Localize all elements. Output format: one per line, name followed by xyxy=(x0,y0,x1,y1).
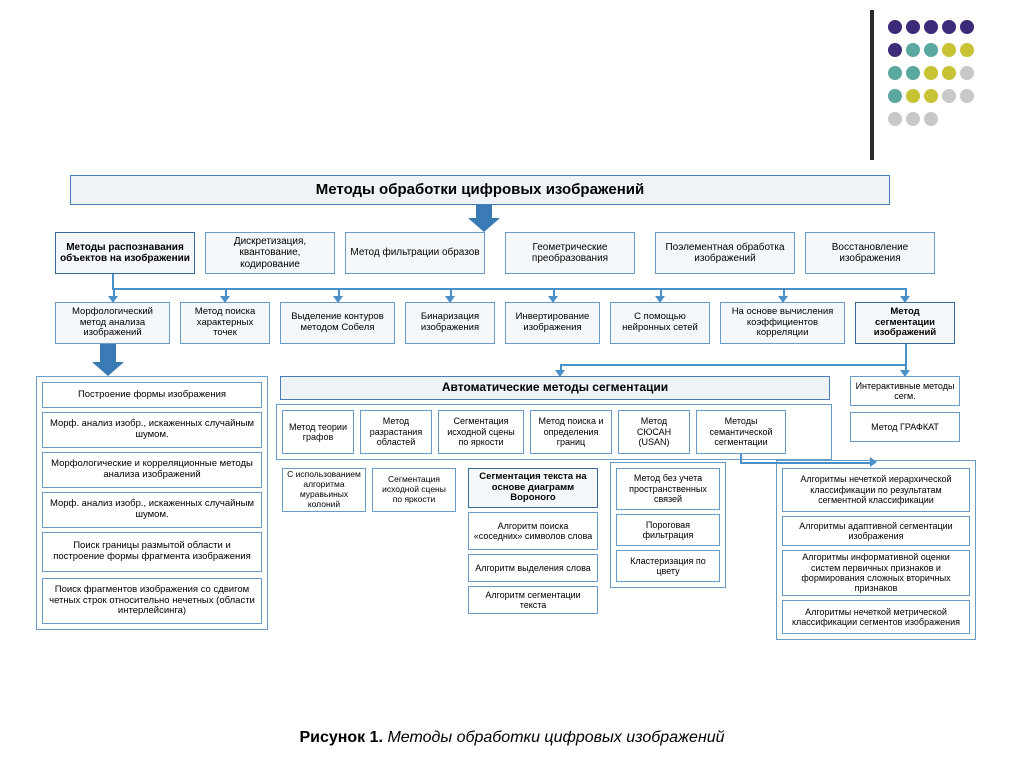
row2-box-0: Морфологический метод анализа изображени… xyxy=(55,302,170,344)
row1-box-5: Восстановление изображения xyxy=(805,232,935,274)
row1-box-3: Геометрические преобразования xyxy=(505,232,635,274)
voronoi-title: Сегментация текста на основе диаграмм Во… xyxy=(468,468,598,508)
sub-left-box-1: Сегментация исходной сцены по яркости xyxy=(372,468,456,512)
diagram-title: Методы обработки цифровых изображений xyxy=(70,175,890,205)
figure-caption: Рисунок 1. Методы обработки цифровых изо… xyxy=(0,729,1024,747)
voronoi-item-2: Алгоритм сегментации текста xyxy=(468,586,598,614)
caption-label: Рисунок 1. xyxy=(299,729,383,746)
row2-box-1: Метод поиска характерных точек xyxy=(180,302,270,344)
row2-box-5: С помощью нейронных сетей xyxy=(610,302,710,344)
caption-text: Методы обработки цифровых изображений xyxy=(387,729,724,746)
decorative-dots xyxy=(886,18,976,133)
auto-methods-title: Автоматические методы сегментации xyxy=(280,376,830,400)
row1-box-2: Метод фильтрации образов xyxy=(345,232,485,274)
row1-box-4: Поэлементная обработка изображений xyxy=(655,232,795,274)
sub-left-box-0: С использованием алгоритма муравьиных ко… xyxy=(282,468,366,512)
row2-box-3: Бинаризация изображения xyxy=(405,302,495,344)
row2-box-2: Выделение контуров методом Собеля xyxy=(280,302,395,344)
decorative-bar xyxy=(870,10,874,160)
row1-box-1: Дискретизация, квантование, кодирование xyxy=(205,232,335,274)
voronoi-item-1: Алгоритм выделения слова xyxy=(468,554,598,582)
voronoi-item-0: Алгоритм поиска «соседних» символов слов… xyxy=(468,512,598,550)
row1-box-0: Методы распознавания объектов на изображ… xyxy=(55,232,195,274)
row2-box-4: Инвертирование изображения xyxy=(505,302,600,344)
row2-box-6: На основе вычисления коэффициентов корре… xyxy=(720,302,845,344)
right-top-box-0: Интерактивные методы сегм. xyxy=(850,376,960,406)
row2-box-7: Метод сегментации изображений xyxy=(855,302,955,344)
right-top-box-1: Метод ГРАФКАТ xyxy=(850,412,960,442)
